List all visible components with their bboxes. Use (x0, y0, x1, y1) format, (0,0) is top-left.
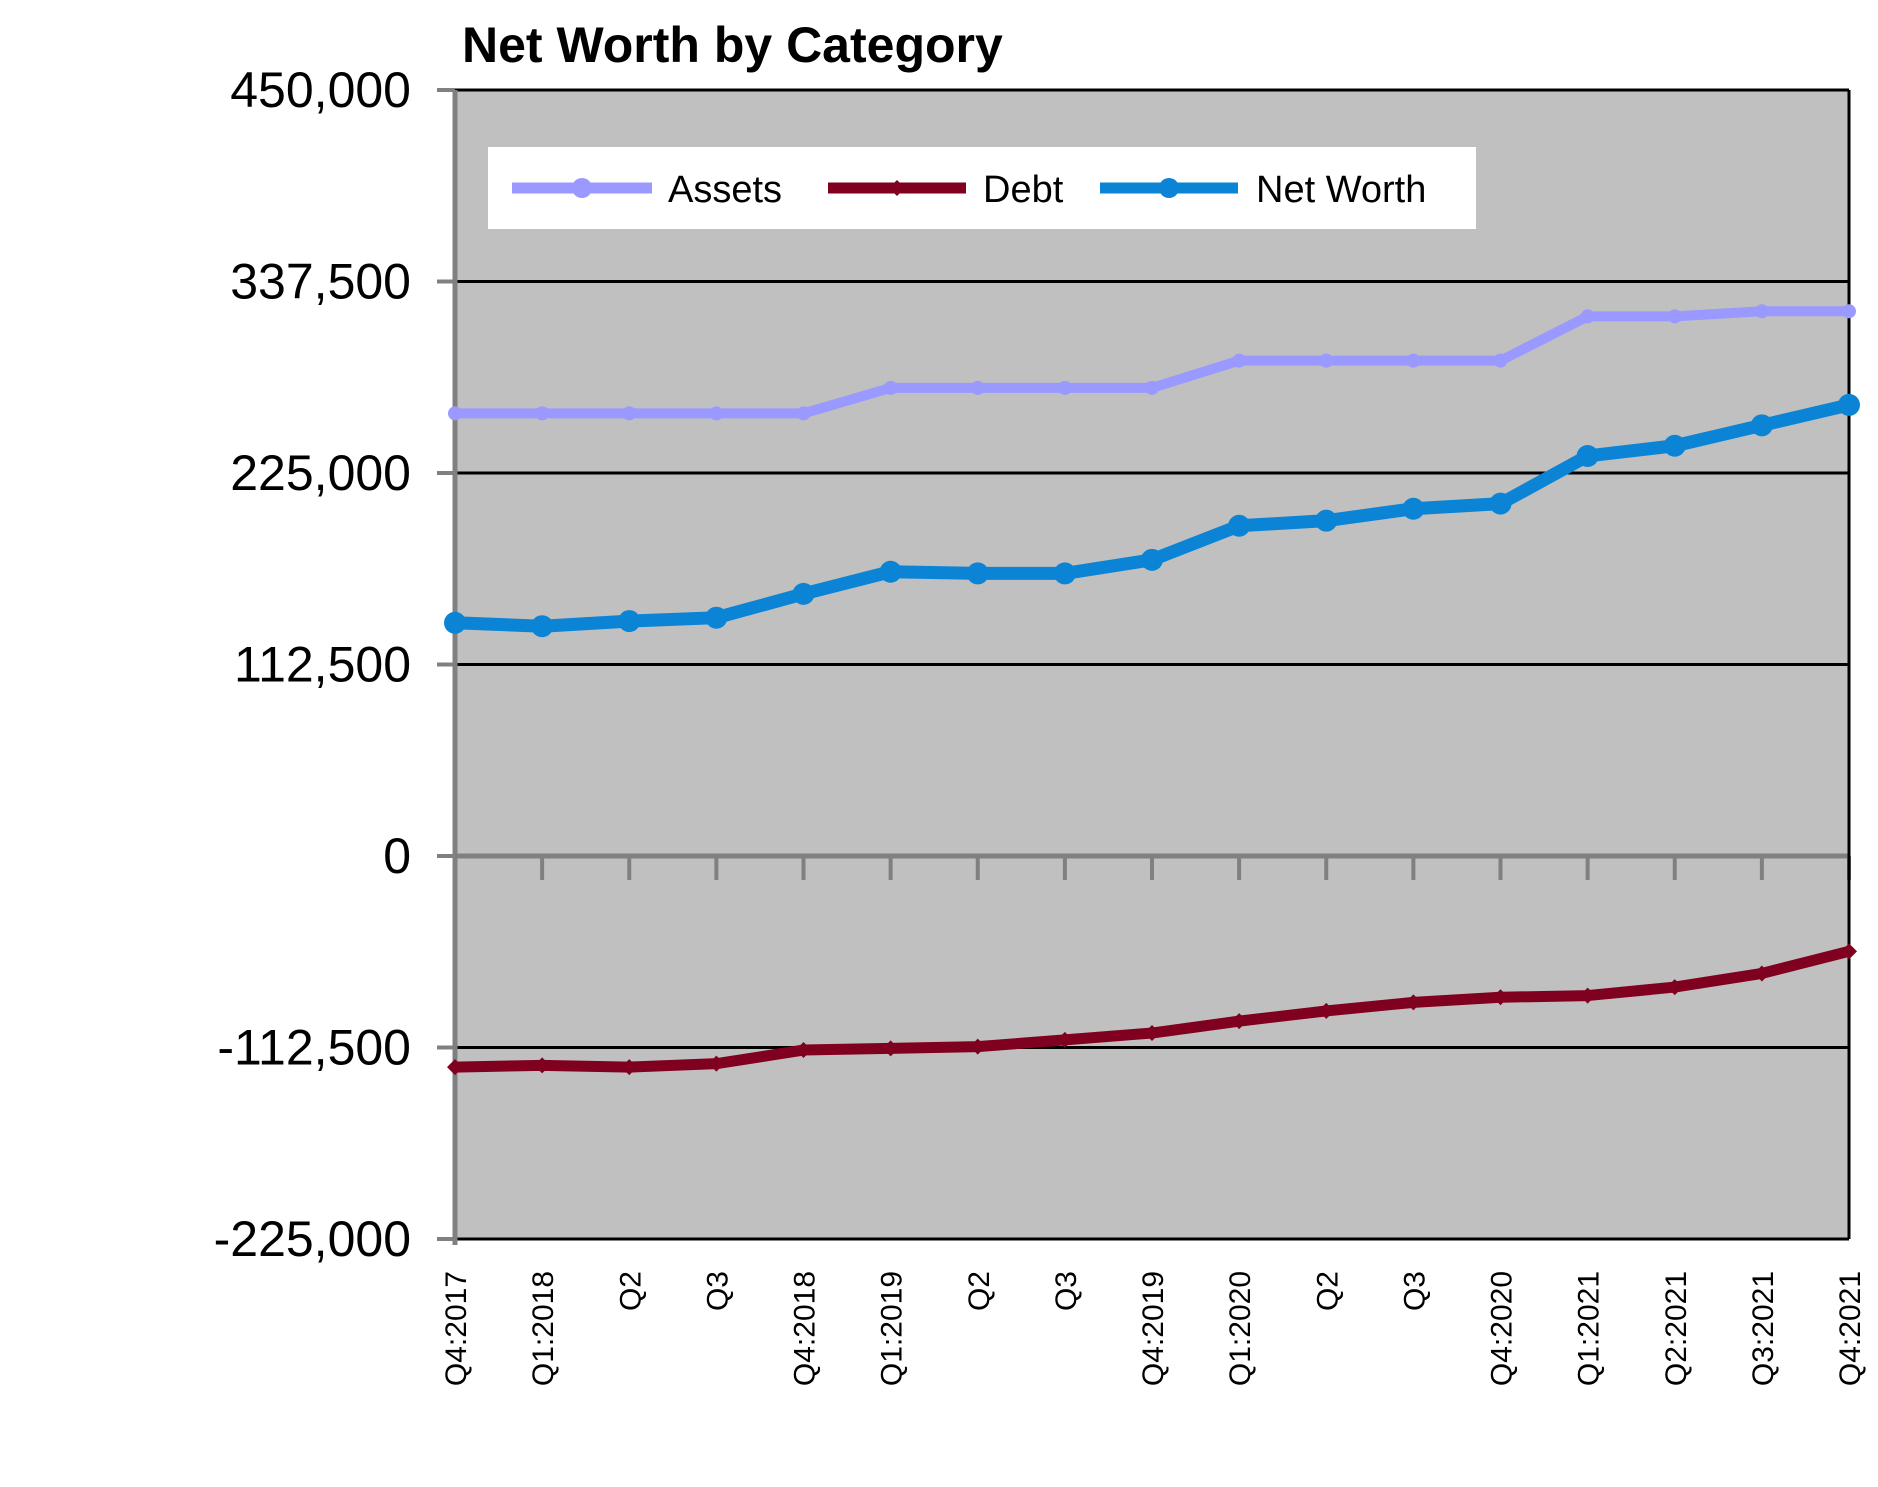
data-point-assets (1842, 304, 1856, 319)
data-point-net-worth (1315, 509, 1338, 532)
x-tick-labels: Q4:2017 Q1:2018 Q2 Q3 Q4:2018 Q1:2019 Q2 Q3 Q4:2… (440, 1271, 1867, 1386)
data-point-assets (1667, 309, 1682, 324)
data-point-assets (1406, 353, 1421, 368)
data-point-net-worth (1750, 414, 1773, 437)
data-point-net-worth (705, 606, 728, 629)
x-tick-label: Q3:2021 (1747, 1271, 1780, 1386)
x-tick-label: Q3 (701, 1271, 734, 1311)
data-point-debt (1841, 943, 1857, 960)
legend-label-assets: Assets (668, 169, 782, 211)
legend-marker-debt (889, 180, 905, 196)
data-point-net-worth (1228, 514, 1251, 537)
data-point-assets (796, 406, 811, 421)
data-point-debt (882, 1040, 899, 1057)
data-point-net-worth (966, 562, 989, 585)
x-tick-label: Q1:2020 (1224, 1271, 1257, 1386)
data-point-net-worth (1489, 492, 1512, 515)
data-point-debt (1056, 1031, 1073, 1048)
x-tick-label: Q2 (963, 1271, 996, 1311)
data-point-assets (1145, 380, 1159, 395)
x-tick-label: Q4:2021 (1834, 1271, 1867, 1386)
legend: Assets Debt Net Worth (488, 147, 1476, 229)
data-point-net-worth (1141, 548, 1163, 571)
data-point-assets (535, 406, 550, 421)
legend-box (488, 147, 1476, 229)
data-point-net-worth (1663, 434, 1686, 457)
data-point-net-worth (792, 582, 815, 605)
y-tick-label: -225,000 (214, 1211, 411, 1267)
data-point-net-worth (1576, 444, 1599, 467)
x-tick-label: Q3 (1050, 1271, 1083, 1311)
data-point-assets (1232, 353, 1247, 368)
legend-marker-net-worth (1159, 178, 1179, 198)
data-point-debt (1753, 965, 1770, 982)
x-tick-label: Q1:2021 (1573, 1271, 1606, 1386)
legend-marker-assets (572, 178, 592, 198)
x-tick-label: Q4:2018 (789, 1271, 822, 1386)
data-point-net-worth (444, 611, 466, 634)
legend-label-net-worth: Net Worth (1256, 169, 1426, 211)
x-tick-label: Q4:2020 (1486, 1271, 1519, 1386)
x-tick-label: Q2 (1311, 1271, 1344, 1311)
data-point-debt (447, 1059, 463, 1076)
data-point-debt (621, 1059, 638, 1076)
x-tick-label: Q4:2017 (440, 1271, 473, 1386)
data-point-net-worth (531, 615, 554, 638)
y-tick-labels: 450,000 337,500 225,000 112,500 0 -112,500 -22… (214, 62, 411, 1267)
data-point-assets (1493, 353, 1508, 368)
y-tick-label: 225,000 (230, 445, 411, 501)
data-point-net-worth (618, 610, 641, 633)
data-point-net-worth (1402, 497, 1425, 520)
data-point-net-worth (1053, 562, 1076, 585)
data-point-assets (970, 380, 985, 395)
data-point-debt (708, 1055, 725, 1072)
data-point-assets (1319, 353, 1334, 368)
chart-title: Net Worth by Category (462, 17, 1003, 73)
legend-label-debt: Debt (983, 169, 1064, 211)
x-tick-label: Q2:2021 (1660, 1271, 1693, 1386)
x-tick-label: Q4:2019 (1137, 1271, 1170, 1386)
data-point-debt (1405, 994, 1422, 1011)
data-point-debt (1231, 1013, 1248, 1030)
data-point-assets (448, 406, 462, 421)
data-point-assets (883, 380, 898, 395)
y-tick-label: -112,500 (217, 1020, 411, 1076)
data-point-assets (1057, 380, 1072, 395)
data-point-debt (1492, 989, 1509, 1006)
data-point-debt (1579, 987, 1596, 1004)
data-point-debt (1318, 1002, 1335, 1019)
data-point-debt (1666, 979, 1683, 996)
x-tick-label: Q2 (614, 1271, 647, 1311)
data-point-assets (1754, 304, 1769, 319)
y-tick-label: 337,500 (230, 254, 411, 310)
data-point-debt (534, 1057, 551, 1074)
gridlines (455, 88, 1849, 1241)
series-lines (444, 304, 1860, 1076)
x-tick-label: Q3 (1398, 1271, 1431, 1311)
data-point-debt (969, 1038, 986, 1055)
x-tick-label: Q1:2018 (527, 1271, 560, 1386)
y-tick-label: 112,500 (234, 637, 411, 693)
data-point-assets (709, 406, 724, 421)
data-point-assets (1580, 309, 1595, 324)
data-point-debt (795, 1042, 812, 1059)
x-tick-label: Q1:2019 (876, 1271, 909, 1386)
data-point-net-worth (879, 560, 902, 583)
axes (437, 88, 1851, 1245)
data-point-debt (1144, 1025, 1160, 1042)
y-tick-label: 450,000 (230, 62, 411, 118)
data-point-assets (622, 406, 637, 421)
y-tick-label: 0 (383, 828, 411, 884)
data-point-net-worth (1838, 393, 1860, 416)
